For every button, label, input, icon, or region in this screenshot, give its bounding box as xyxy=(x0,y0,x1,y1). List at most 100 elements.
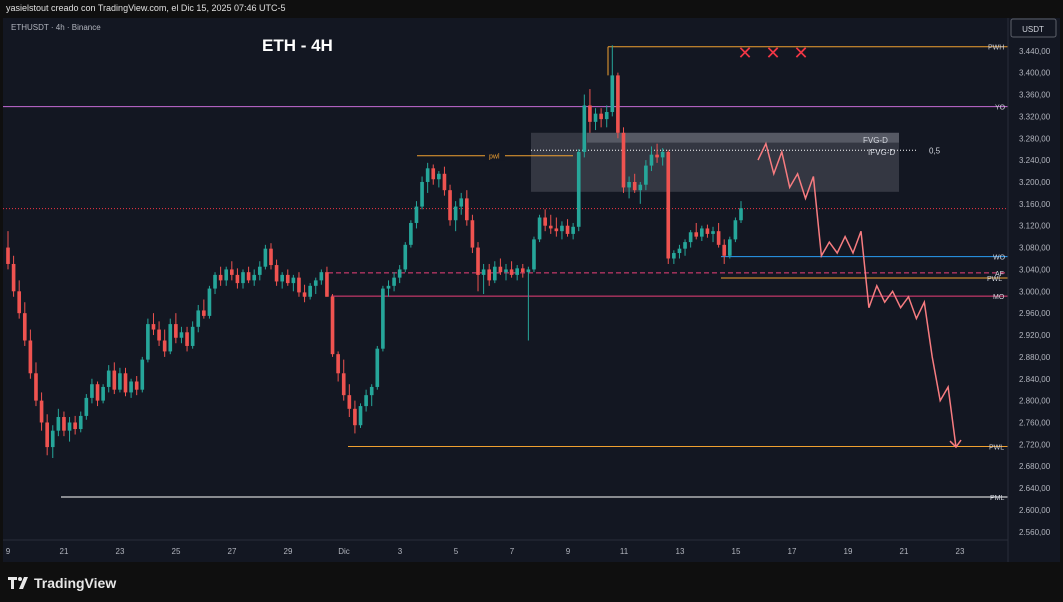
candle-body xyxy=(588,105,592,122)
x-mark-2: ✕ xyxy=(793,43,808,63)
candle-body xyxy=(123,373,128,393)
candle-body xyxy=(341,373,346,396)
currency-label: USDT xyxy=(1022,25,1044,34)
candle-body xyxy=(174,324,178,338)
candle-body xyxy=(660,151,665,158)
y-tick-label-3: 3.360,00 xyxy=(1019,91,1051,100)
candle-body xyxy=(672,253,676,259)
chart-background xyxy=(3,18,1060,562)
candle-body xyxy=(509,269,514,275)
x-tick-label-8: 5 xyxy=(454,547,459,556)
candle-body xyxy=(409,222,413,245)
candle-body xyxy=(297,277,301,293)
candle-body xyxy=(722,244,727,256)
author-caption: yasielstout creado con TradingView.com, … xyxy=(6,3,286,13)
x-mark-0: ✕ xyxy=(737,43,752,63)
x-tick-label-0: 9 xyxy=(6,547,11,556)
candle-body xyxy=(711,231,715,234)
chart-subtitle: ETHUSDT · 4h · Binance xyxy=(11,23,101,32)
candle-body xyxy=(599,113,603,120)
y-tick-label-4: 3.320,00 xyxy=(1019,112,1051,121)
x-tick-label-17: 23 xyxy=(956,547,965,556)
candle-body xyxy=(560,225,564,232)
candle-body xyxy=(118,373,122,390)
projection-path xyxy=(757,141,957,448)
chart-header: yasielstout creado con TradingView.com, … xyxy=(0,0,1063,18)
candle-body xyxy=(593,113,598,122)
candle-body xyxy=(610,75,615,113)
candle-body xyxy=(375,348,380,387)
level-name-6: MO xyxy=(993,294,1005,301)
candle-body xyxy=(655,154,659,158)
chart-title: ETH - 4H xyxy=(262,36,333,55)
candle-body xyxy=(90,384,94,398)
candle-body xyxy=(11,263,16,292)
candle-body xyxy=(179,332,184,338)
y-tick-label-13: 2.960,00 xyxy=(1019,309,1051,318)
candle-body xyxy=(151,324,156,330)
candle-body xyxy=(543,217,547,226)
y-tick-label-21: 2.640,00 xyxy=(1019,484,1051,493)
candle-body xyxy=(621,132,626,188)
candle-body xyxy=(140,359,145,390)
candle-body xyxy=(39,400,44,423)
y-tick-label-17: 2.800,00 xyxy=(1019,397,1051,406)
candle-body xyxy=(437,173,441,180)
candle-body xyxy=(62,417,66,431)
candle-body xyxy=(22,313,27,341)
candle-body xyxy=(386,285,391,289)
x-tick-label-2: 23 xyxy=(116,547,125,556)
candle-body xyxy=(425,168,430,182)
candle-body xyxy=(73,422,77,430)
candle-body xyxy=(627,181,631,188)
candle-body xyxy=(263,248,268,267)
candle-body xyxy=(257,266,262,275)
candle-body xyxy=(78,415,83,430)
candle-body xyxy=(498,266,503,273)
fvg-d-label: FVG-D xyxy=(863,136,888,145)
candle-body xyxy=(392,277,396,286)
chart-footer: TradingView xyxy=(0,562,1063,602)
candle-body xyxy=(56,417,61,431)
candle-body xyxy=(302,292,307,297)
y-tick-label-2: 3.400,00 xyxy=(1019,69,1051,78)
y-tick-label-10: 3.080,00 xyxy=(1019,244,1051,253)
pwl-upper-label-bg xyxy=(485,150,505,161)
level-name-0: PWH xyxy=(988,45,1004,52)
x-tick-label-12: 13 xyxy=(676,547,685,556)
candle-body xyxy=(84,397,89,416)
candle-body xyxy=(213,274,217,289)
candle-body xyxy=(134,381,139,390)
level-name-3: WO xyxy=(993,255,1006,262)
candle-body xyxy=(50,430,55,448)
candle-body xyxy=(218,274,223,281)
y-tick-label-18: 2.760,00 xyxy=(1019,418,1051,427)
candle-body xyxy=(705,228,710,234)
x-tick-label-9: 7 xyxy=(510,547,515,556)
level-name-8: PML xyxy=(990,495,1005,502)
candle-body xyxy=(504,269,508,273)
candle-body xyxy=(414,206,419,223)
candle-body xyxy=(554,228,559,232)
candle-body xyxy=(196,310,201,327)
candle-body xyxy=(403,244,408,270)
x-tick-label-5: 29 xyxy=(284,547,293,556)
candle-body xyxy=(694,232,699,237)
ifvg-d-label: IFVG-D xyxy=(868,148,895,157)
candle-body xyxy=(459,198,464,207)
x-tick-label-3: 25 xyxy=(172,547,181,556)
candle-body xyxy=(716,231,721,245)
level-name-7: PWL xyxy=(989,445,1004,452)
candle-body xyxy=(616,75,620,133)
candle-body xyxy=(688,232,693,243)
candle-body xyxy=(492,266,497,281)
x-mark-1: ✕ xyxy=(765,43,780,63)
candle-body xyxy=(246,272,251,281)
tradingview-logo[interactable]: TradingView xyxy=(8,575,116,591)
candle-body xyxy=(129,381,133,393)
candle-body xyxy=(325,272,329,297)
candle-body xyxy=(146,324,150,360)
candle-body xyxy=(442,173,447,191)
